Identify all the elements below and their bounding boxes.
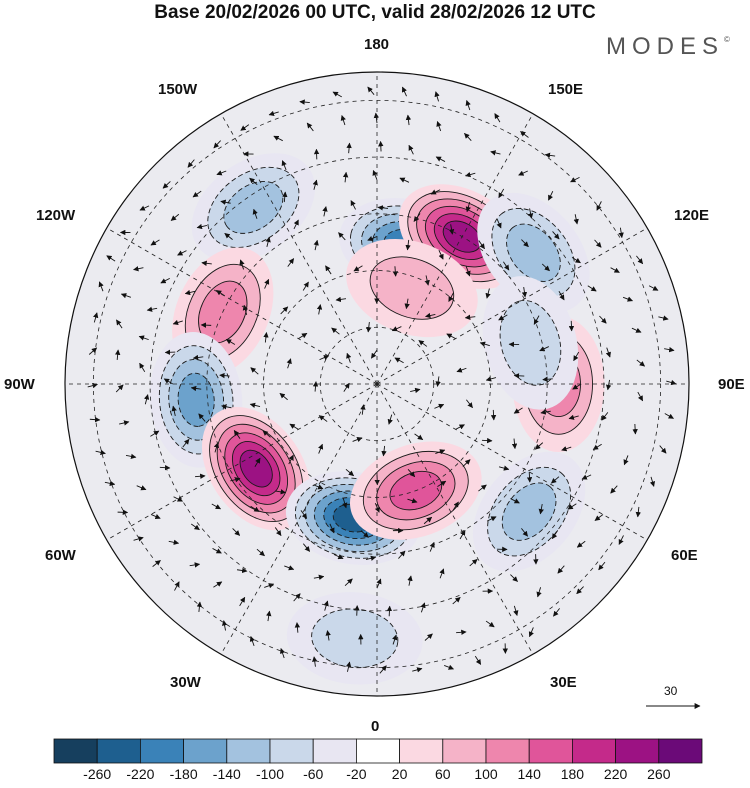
vector-scale-label: 30 xyxy=(664,684,677,698)
label-lon-60w: 60W xyxy=(45,547,76,564)
colorbar-swatch xyxy=(356,739,399,763)
colorbar-tick-label: 100 xyxy=(474,766,497,782)
colorbar-tick-label: 180 xyxy=(561,766,584,782)
wind-arrow xyxy=(381,141,382,151)
colorbar-tick-label: -180 xyxy=(170,766,198,782)
label-lon-30w: 30W xyxy=(170,674,201,691)
colorbar-swatch xyxy=(313,739,356,763)
label-lon-150e: 150E xyxy=(548,81,583,98)
label-lon-120w: 120W xyxy=(36,207,75,224)
wind-arrow xyxy=(493,410,494,420)
colorbar-swatch xyxy=(529,739,572,763)
colorbar-swatch xyxy=(486,739,529,763)
colorbar-swatch xyxy=(140,739,183,763)
colorbar-tick-label: -60 xyxy=(303,766,323,782)
colorbar-swatch xyxy=(572,739,615,763)
colorbar-swatch xyxy=(97,739,140,763)
colorbar-tick-label: -20 xyxy=(346,766,366,782)
colorbar-swatch xyxy=(400,739,443,763)
label-lon-60e: 60E xyxy=(671,547,698,564)
colorbar-tick-label: -100 xyxy=(256,766,284,782)
colorbar-tick-label: 60 xyxy=(435,766,451,782)
colorbar-swatch xyxy=(659,739,702,763)
wind-arrow xyxy=(635,424,636,434)
colorbar-swatch xyxy=(184,739,227,763)
label-lon-90e: 90E xyxy=(718,376,745,393)
colorbar-swatch xyxy=(227,739,270,763)
colorbar-swatch xyxy=(616,739,659,763)
colorbar-tick-label: -260 xyxy=(83,766,111,782)
label-lon-90w: 90W xyxy=(4,376,35,393)
label-lon-30e: 30E xyxy=(550,674,577,691)
label-lon-120e: 120E xyxy=(674,207,709,224)
colorbar-tick-label: 220 xyxy=(604,766,627,782)
brand-logo: MODES© xyxy=(606,33,730,61)
colorbar-tick-label: -140 xyxy=(213,766,241,782)
colorbar xyxy=(54,739,702,763)
colorbar-tick-label: 260 xyxy=(647,766,670,782)
colorbar-swatch xyxy=(443,739,486,763)
page-title: Base 20/02/2026 00 UTC, valid 28/02/2026… xyxy=(0,2,750,24)
colorbar-swatch xyxy=(270,739,313,763)
colorbar-swatch xyxy=(54,739,97,763)
wind-arrow xyxy=(529,472,530,482)
label-lon-0: 0 xyxy=(371,718,379,735)
colorbar-tick-label: -220 xyxy=(126,766,154,782)
label-lon-150w: 150W xyxy=(158,81,197,98)
label-lon-180: 180 xyxy=(364,36,389,53)
brand-text: MODES xyxy=(606,33,724,60)
colorbar-tick-label: 20 xyxy=(392,766,408,782)
wind-arrow xyxy=(389,606,390,616)
brand-mark: © xyxy=(724,35,730,44)
colorbar-tick-label: 140 xyxy=(518,766,541,782)
